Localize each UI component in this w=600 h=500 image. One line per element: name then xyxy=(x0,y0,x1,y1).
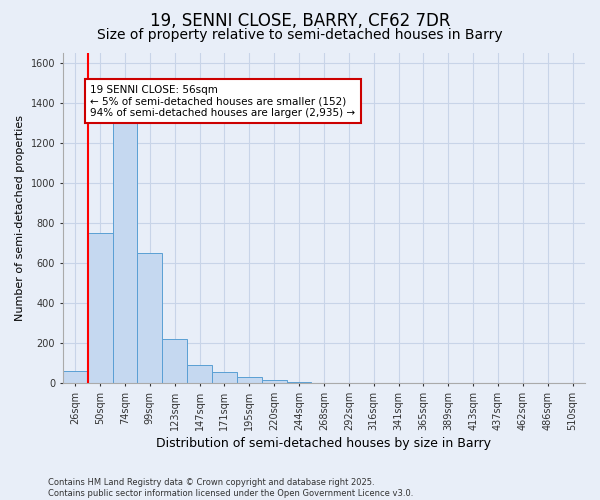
Bar xyxy=(187,365,212,383)
Bar xyxy=(63,371,88,383)
Bar xyxy=(137,253,162,383)
Text: 19, SENNI CLOSE, BARRY, CF62 7DR: 19, SENNI CLOSE, BARRY, CF62 7DR xyxy=(150,12,450,30)
Bar xyxy=(237,377,262,383)
Bar xyxy=(88,233,113,383)
Bar xyxy=(212,372,237,383)
Bar xyxy=(287,382,311,383)
Text: Contains HM Land Registry data © Crown copyright and database right 2025.
Contai: Contains HM Land Registry data © Crown c… xyxy=(48,478,413,498)
Bar xyxy=(113,122,137,383)
X-axis label: Distribution of semi-detached houses by size in Barry: Distribution of semi-detached houses by … xyxy=(157,437,491,450)
Bar xyxy=(262,380,287,383)
Y-axis label: Number of semi-detached properties: Number of semi-detached properties xyxy=(15,115,25,321)
Text: 19 SENNI CLOSE: 56sqm
← 5% of semi-detached houses are smaller (152)
94% of semi: 19 SENNI CLOSE: 56sqm ← 5% of semi-detac… xyxy=(90,84,355,118)
Bar xyxy=(162,339,187,383)
Text: Size of property relative to semi-detached houses in Barry: Size of property relative to semi-detach… xyxy=(97,28,503,42)
